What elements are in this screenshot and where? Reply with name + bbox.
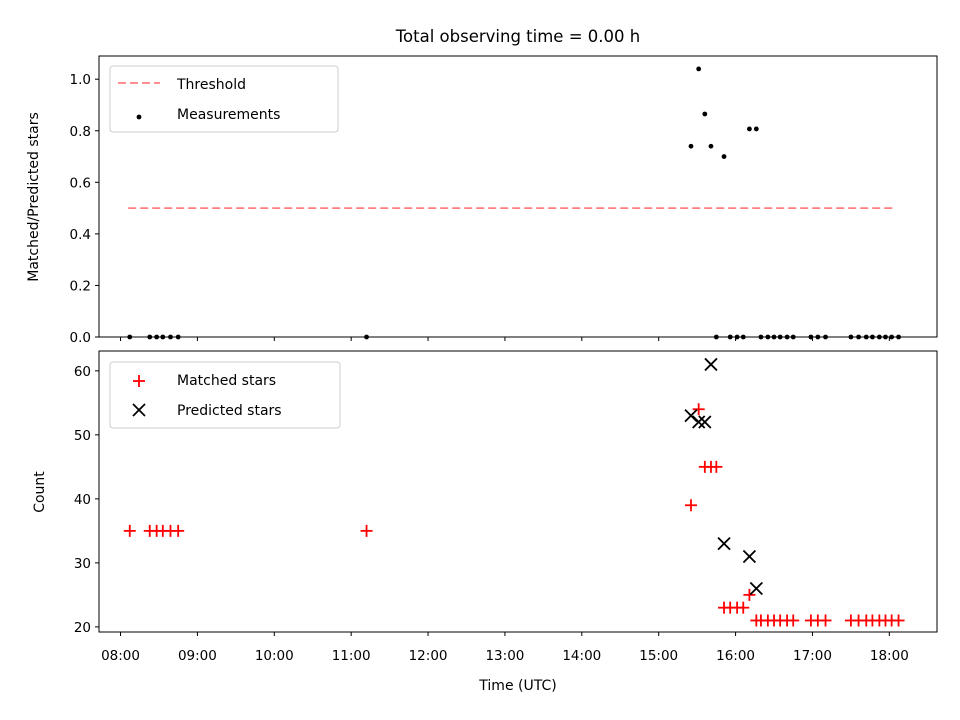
matched-star-point xyxy=(743,588,756,601)
time-x-tick-label: 16:00 xyxy=(716,648,755,664)
matched-star-point xyxy=(819,614,832,627)
measurement-point xyxy=(696,66,702,72)
measurement-point xyxy=(777,334,783,340)
time-x-tick-label: 14:00 xyxy=(562,648,601,664)
matched-star-point xyxy=(892,614,905,627)
measurement-point xyxy=(823,334,828,340)
measurement-point xyxy=(740,334,746,340)
measurement-point xyxy=(790,334,796,340)
count-y-tick-label: 20 xyxy=(74,620,91,636)
measurement-point xyxy=(708,143,714,149)
measurement-point xyxy=(721,154,727,159)
predicted-star-point xyxy=(692,415,706,429)
ratio-panel: Total observing time = 0.00 h 0.00.20.40… xyxy=(26,27,938,346)
measurement-point xyxy=(753,126,759,132)
ratio-plot-frame xyxy=(98,55,938,338)
predicted-star-point xyxy=(698,415,712,429)
measurement-point xyxy=(175,334,181,340)
time-x-tick-label: 12:00 xyxy=(409,648,448,664)
measurement-point xyxy=(147,334,153,340)
ratio-y-tick-label: 0.4 xyxy=(70,227,91,243)
time-x-tick-label: 09:00 xyxy=(178,648,217,664)
matched-stars-layer xyxy=(123,403,905,627)
matched-star-point xyxy=(692,403,705,416)
count-legend-box xyxy=(109,361,341,429)
matched-stars-legend-label: Matched stars xyxy=(177,373,276,389)
measurements-legend-swatch xyxy=(136,114,142,120)
ratio-y-tick-label: 0.0 xyxy=(70,330,91,346)
count-y-tick-label: 30 xyxy=(74,556,91,572)
predicted-star-point xyxy=(749,581,763,596)
matched-star-point xyxy=(172,524,185,537)
ratio-y-tick-label: 0.6 xyxy=(70,175,91,191)
time-x-tick-label: 08:00 xyxy=(101,648,140,664)
ratio-legend: Threshold Measurements xyxy=(109,65,339,133)
time-x-tick-label: 15:00 xyxy=(639,648,678,664)
predicted-star-point xyxy=(684,409,698,423)
matched-stars-legend-swatch xyxy=(133,375,145,387)
time-x-tick-label: 13:00 xyxy=(485,648,524,664)
measurement-point xyxy=(856,334,861,340)
measurement-point xyxy=(876,334,882,340)
predicted-stars-legend-label: Predicted stars xyxy=(177,403,282,419)
ratio-legend-box xyxy=(109,65,339,133)
predicted-stars-layer xyxy=(684,357,763,596)
measurement-point xyxy=(896,334,901,340)
matched-star-point xyxy=(710,460,723,473)
count-panel: 20 30 40 50 60 08:00 09:00 10:00 11:00 12:00 13:00… xyxy=(32,350,938,694)
matched-star-point xyxy=(123,524,136,537)
measurement-point xyxy=(889,334,895,340)
measurement-point xyxy=(765,334,771,340)
measurements-legend-label: Measurements xyxy=(177,107,280,123)
count-y-tick-label: 40 xyxy=(74,492,91,508)
count-y-tick-label: 50 xyxy=(74,428,91,444)
count-y-tick-label: 60 xyxy=(74,364,91,380)
count-y-axis-label: Count xyxy=(32,471,48,513)
chart-title: Total observing time = 0.00 h xyxy=(395,27,640,46)
measurement-point xyxy=(870,334,875,340)
measurement-point xyxy=(747,126,752,132)
ratio-y-tick-label: 1.0 xyxy=(70,72,91,88)
predicted-star-point xyxy=(717,537,731,551)
measurement-point xyxy=(160,334,166,340)
predicted-star-point xyxy=(742,549,757,564)
measurement-point xyxy=(168,334,173,340)
measurement-point xyxy=(713,334,719,340)
ratio-axis-ticks: 0.0 0.2 0.4 0.6 0.8 1.0 xyxy=(70,72,890,346)
measurement-point xyxy=(883,334,888,340)
matched-star-point xyxy=(360,524,373,537)
matched-star-point xyxy=(737,601,750,614)
time-x-tick-label: 17:00 xyxy=(793,648,832,664)
measurement-point xyxy=(127,334,133,340)
count-axis-ticks: 20 30 40 50 60 08:00 09:00 10:00 11:00 12:00 13:00… xyxy=(74,364,909,664)
threshold-legend-label: Threshold xyxy=(176,77,246,93)
matched-star-point xyxy=(787,614,800,627)
time-x-tick-label: 18:00 xyxy=(870,648,909,664)
time-x-axis-label: Time (UTC) xyxy=(478,678,556,694)
predicted-star-point xyxy=(704,357,718,372)
count-plot-frame xyxy=(98,350,938,633)
measurement-point xyxy=(688,143,694,149)
measurement-point xyxy=(727,334,733,340)
measurement-point xyxy=(815,334,821,340)
predicted-stars-legend-swatch xyxy=(132,403,146,417)
measurements-layer xyxy=(127,66,901,340)
time-x-tick-label: 10:00 xyxy=(255,648,294,664)
time-x-tick-label: 11:00 xyxy=(332,648,371,664)
measurement-point xyxy=(702,111,708,117)
ratio-y-tick-label: 0.2 xyxy=(70,278,91,294)
count-legend: Matched stars Predicted stars xyxy=(109,361,341,429)
matched-star-point xyxy=(684,499,697,512)
measurement-point xyxy=(848,334,854,340)
measurement-point xyxy=(364,334,369,340)
measurement-point xyxy=(863,334,869,340)
measurement-point xyxy=(154,334,160,340)
measurement-point xyxy=(784,334,790,340)
measurement-point xyxy=(758,334,764,340)
measurement-point xyxy=(771,334,777,340)
ratio-y-axis-label: Matched/Predicted stars xyxy=(26,112,42,282)
ratio-y-tick-label: 0.8 xyxy=(70,124,91,140)
